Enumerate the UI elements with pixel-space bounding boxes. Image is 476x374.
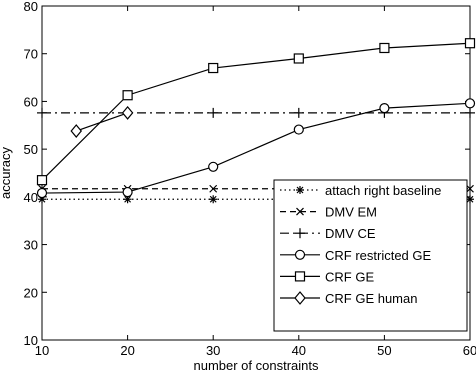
series-line-4 [41,42,471,181]
legend-marker [294,291,306,305]
legend-label: CRF restricted GE [325,248,432,263]
data-point [122,90,133,101]
legend-label: CRF GE human [325,291,417,306]
data-point [209,195,218,204]
data-point [464,98,476,109]
legend-box [273,179,468,332]
data-point-shape [208,62,219,74]
x-tick-label: 40 [292,343,306,358]
legend-marker-stroke [296,186,304,194]
legend-marker-shape [294,249,306,260]
data-point-shape [36,187,48,199]
legend-marker [296,207,304,216]
data-point-shape [122,90,133,101]
x-tick-label: 20 [120,343,134,358]
data-point [466,184,474,193]
data-point-stroke [466,184,474,193]
data-point-stroke [209,184,218,193]
data-point [122,186,133,198]
data-point-shape [464,98,476,109]
data-point-shape [464,38,476,49]
series-line-5 [76,112,128,132]
x-axis-label: number of constraints [193,358,319,373]
y-tick-label: 30 [24,238,38,253]
x-tick-label: 30 [206,343,220,358]
data-point-shape [70,124,83,138]
data-point [293,53,304,64]
y-tick-label: 70 [24,47,38,62]
legend-marker [295,228,305,239]
legend-marker [294,249,306,260]
legend-label: CRF GE [325,269,374,284]
legend-marker-shape [294,291,306,305]
data-point-stroke [209,195,217,203]
legend-marker [296,186,304,194]
legend-label: DMV CE [325,226,376,241]
plot-frame [41,5,471,341]
data-point [464,38,476,49]
data-point-shape [121,105,134,120]
data-point-shape [36,175,48,186]
data-point [379,103,390,114]
y-tick-label: 80 [24,0,38,14]
x-tick-label: 60 [463,343,476,358]
legend-marker [294,271,306,282]
data-point [465,107,475,118]
legend: attach right baseline DMV EM DMV CE CRF res… [273,179,468,332]
data-point-shape [379,103,390,114]
series-layer [36,38,476,204]
axis-ticks: 10 20 30 40 50 60 10 20 30 40 50 60 70 80 [24,0,476,358]
data-point [37,107,47,118]
data-point [121,105,134,120]
data-point-shape [379,42,390,54]
data-point [208,107,219,118]
data-point [293,124,304,135]
data-point-shape [293,124,304,135]
y-axis-label: accuracy [0,146,13,199]
data-point [208,161,219,172]
y-tick-label: 40 [24,190,38,205]
data-point [379,42,390,54]
legend-label: attach right baseline [325,183,441,198]
y-tick-label: 50 [24,142,38,157]
series-line-3 [41,102,471,194]
data-point [209,184,218,193]
legend-marker-stroke [296,207,304,216]
legend-marker-shape [294,271,306,282]
data-point-shape [208,161,219,172]
legend-label: DMV EM [325,205,377,220]
data-point-stroke [124,195,132,203]
data-point [70,124,83,138]
data-point [36,187,48,199]
x-tick-label: 50 [377,343,391,358]
data-point-shape [122,186,133,198]
y-tick-label: 60 [24,94,38,109]
y-tick-label: 20 [24,285,38,300]
data-point [293,107,304,118]
y-tick-label: 10 [24,333,38,348]
data-point-stroke [466,195,474,203]
data-point [36,175,48,186]
data-point [208,62,219,74]
x-tick-label: 10 [35,343,49,358]
data-point-shape [293,53,304,64]
